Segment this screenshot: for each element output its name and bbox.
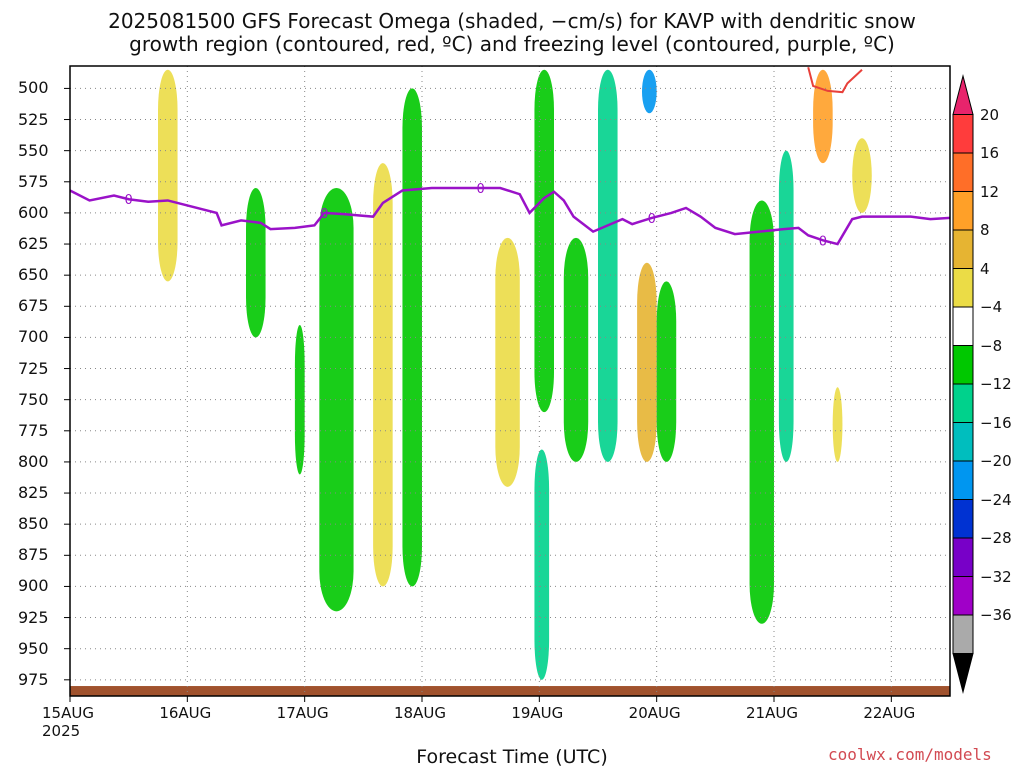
freezing-level-label-2: 0 (477, 182, 485, 197)
colorbar-label-12: −32 (980, 567, 1012, 586)
colorbar-bin-5 (952, 268, 974, 308)
dgz-contour-line (807, 66, 863, 94)
omega-cell-7 (534, 449, 550, 680)
terrain-fill (70, 686, 950, 696)
omega-cell-11 (637, 262, 657, 462)
omega-cell-0 (158, 69, 178, 282)
plot-frame (69, 65, 951, 697)
colorbar-bin-11 (952, 499, 974, 539)
omega-cell-16 (813, 69, 833, 164)
omega-cell-14 (749, 200, 774, 624)
y-tick-label-600: 600 (18, 202, 49, 222)
x-tick-label-17AUG: 17AUG (276, 704, 329, 722)
colorbar-bin-8 (952, 383, 974, 423)
colorbar-bin-3 (952, 191, 974, 231)
y-tick-label-875: 875 (18, 545, 49, 565)
y-tick-label-550: 550 (18, 140, 49, 160)
x-tick-label-22AUG: 22AUG (863, 704, 916, 722)
colorbar-label-4: 4 (980, 259, 990, 278)
x-axis-title: Forecast Time (UTC) (416, 746, 608, 768)
x-tick-label-21AUG: 21AUG (746, 704, 798, 722)
colorbar-bin-13 (952, 576, 974, 616)
colorbar-bin-top (952, 74, 974, 115)
y-tick-label-625: 625 (18, 234, 49, 254)
x-tick-label-20AUG: 20AUG (628, 704, 681, 722)
freezing-level-label-1: 0 (320, 207, 328, 222)
freezing-level-label-0: 0 (125, 193, 133, 208)
x-tick-label-18AUG: 18AUG (394, 704, 446, 722)
omega-cell-8 (534, 69, 554, 413)
colorbar-label-2: 12 (980, 182, 1000, 201)
contours: 0 0 0 0 0 (69, 66, 951, 249)
colorbar-bin-4 (952, 229, 974, 269)
colorbar-label-1: 16 (980, 144, 1000, 162)
colorbar-label-11: −28 (980, 529, 1012, 547)
x-tick-label-15AUG: 15AUG (42, 704, 94, 722)
colorbar-label-9: −20 (980, 452, 1012, 470)
credit-link[interactable]: coolwx.com/models (828, 745, 992, 764)
colorbar-label-8: −16 (980, 413, 1012, 432)
colorbar-label-0: 20 (980, 105, 1000, 124)
colorbar-bin-10 (952, 460, 974, 500)
colorbar-label-7: −12 (980, 375, 1012, 393)
colorbar-bin-14 (952, 614, 974, 654)
freezing-level-label-3: 0 (648, 212, 656, 227)
omega-cell-15 (778, 150, 794, 462)
omega-cell-5 (402, 88, 422, 587)
colorbar-bin-7 (952, 345, 974, 385)
y-tick-label-950: 950 (18, 638, 49, 658)
y-tick-label-900: 900 (18, 576, 49, 596)
y-tick-label-800: 800 (18, 451, 49, 471)
freezing-level-line (69, 186, 951, 246)
omega-cell-12 (642, 69, 657, 114)
omega-cell-6 (495, 237, 520, 487)
colorbar-label-10: −24 (980, 490, 1012, 509)
freezing-level-label-4: 0 (819, 234, 827, 249)
y-tick-label-575: 575 (18, 171, 49, 191)
chart-title-line-1: 2025081500 GFS Forecast Omega (shaded, −… (108, 9, 916, 33)
omega-cell-17 (832, 387, 843, 462)
omega-cell-18 (852, 138, 872, 213)
y-tick-label-925: 925 (18, 607, 49, 627)
y-tick-label-975: 975 (18, 669, 49, 689)
plot-grid (64, 66, 950, 702)
y-tick-label-750: 750 (18, 389, 49, 409)
colorbar-bin-2 (952, 152, 974, 192)
colorbar-bin-6 (952, 306, 974, 346)
colorbar-bin-9 (952, 422, 974, 462)
colorbar-bin-12 (952, 537, 974, 577)
y-tick-label-775: 775 (18, 420, 49, 440)
y-tick-label-525: 525 (18, 109, 49, 129)
terrain-band (70, 686, 950, 696)
y-tick-label-650: 650 (18, 265, 49, 285)
x-tick-label-16AUG: 16AUG (159, 704, 212, 722)
colorbar-bin-1 (952, 114, 974, 154)
omega-cell-10 (598, 69, 618, 462)
y-tick-label-850: 850 (18, 514, 49, 534)
colorbar-label-3: 8 (980, 221, 990, 239)
y-tick-label-700: 700 (18, 327, 49, 347)
chart-title-line-2: growth region (contoured, red, ºC) and f… (129, 32, 895, 56)
y-tick-label-725: 725 (18, 358, 49, 378)
omega-cell-3 (319, 188, 354, 612)
omega-cell-2 (294, 324, 305, 475)
omega-cell-9 (563, 237, 589, 462)
y-tick-label-825: 825 (18, 483, 49, 503)
colorbar-label-5: −4 (980, 298, 1003, 316)
omega-cell-13 (656, 281, 677, 462)
x-year-label: 2025 (42, 722, 81, 740)
colorbar (952, 74, 974, 694)
y-tick-label-500: 500 (18, 78, 49, 98)
x-tick-label-19AUG: 19AUG (511, 704, 564, 722)
y-tick-label-675: 675 (18, 296, 49, 316)
omega-cell-4 (373, 163, 393, 587)
colorbar-label-6: −8 (980, 336, 1003, 355)
colorbar-label-13: −36 (980, 606, 1012, 624)
omega-cell-1 (246, 188, 266, 338)
colorbar-bin-bottom (952, 653, 974, 694)
